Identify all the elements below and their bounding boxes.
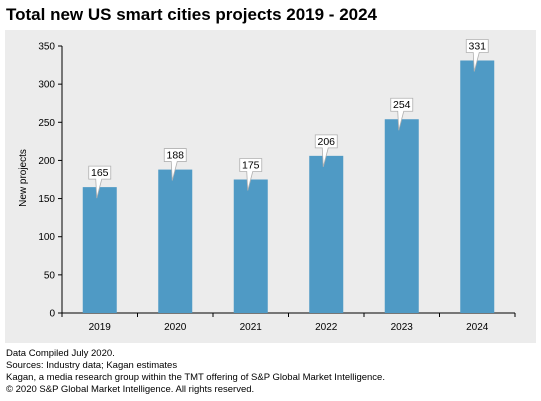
- footer-attribution: Kagan, a media research group within the…: [6, 372, 385, 383]
- x-tick-label: 2019: [89, 322, 112, 333]
- data-label: 188: [163, 148, 187, 181]
- data-labels: 165 188 175 206 254 331: [88, 39, 489, 199]
- footer-copyright: © 2020 S&P Global Market Intelligence. A…: [6, 384, 255, 395]
- x-axis: 2019 2020 2021 2022 2023 2024: [61, 312, 516, 333]
- data-label: 175: [239, 158, 263, 191]
- y-tick-label: 350: [38, 42, 55, 53]
- chart-footer: Data Compiled July 2020. Sources: Indust…: [6, 348, 385, 396]
- x-tick-label: 2021: [240, 322, 263, 333]
- y-tick-label: 100: [38, 232, 55, 243]
- data-label-text: 206: [317, 136, 335, 148]
- y-axis-label: New projects: [18, 149, 29, 207]
- data-label-text: 165: [91, 167, 109, 179]
- x-tick-label: 2022: [315, 322, 338, 333]
- data-label-text: 331: [468, 40, 486, 52]
- data-label: 206: [314, 134, 338, 167]
- data-label-text: 254: [393, 99, 411, 111]
- y-tick-label: 150: [38, 194, 55, 205]
- x-tick-label: 2024: [466, 322, 489, 333]
- chart-title: Total new US smart cities projects 2019 …: [6, 5, 378, 24]
- footer-sources: Sources: Industry data; Kagan estimates: [6, 360, 178, 371]
- bar: [309, 155, 344, 313]
- bar: [82, 187, 117, 313]
- data-label-text: 188: [166, 150, 184, 162]
- footer-date: Data Compiled July 2020.: [6, 348, 115, 359]
- bar: [460, 60, 495, 313]
- y-tick-label: 250: [38, 118, 55, 129]
- data-label: 331: [465, 39, 489, 72]
- data-label-text: 175: [242, 160, 260, 172]
- bar: [384, 119, 419, 313]
- y-tick-label: 0: [49, 309, 55, 320]
- bar: [233, 179, 268, 313]
- data-label: 165: [88, 165, 112, 199]
- data-label: 254: [390, 97, 414, 131]
- x-tick-label: 2020: [164, 322, 187, 333]
- y-tick-label: 50: [44, 270, 56, 281]
- bars: [82, 60, 495, 313]
- y-tick-label: 300: [38, 80, 55, 91]
- x-tick-label: 2023: [391, 322, 414, 333]
- y-tick-label: 200: [38, 156, 55, 167]
- bar: [158, 169, 193, 313]
- y-axis: 0 50 100 150 200 250 300 350: [38, 42, 63, 320]
